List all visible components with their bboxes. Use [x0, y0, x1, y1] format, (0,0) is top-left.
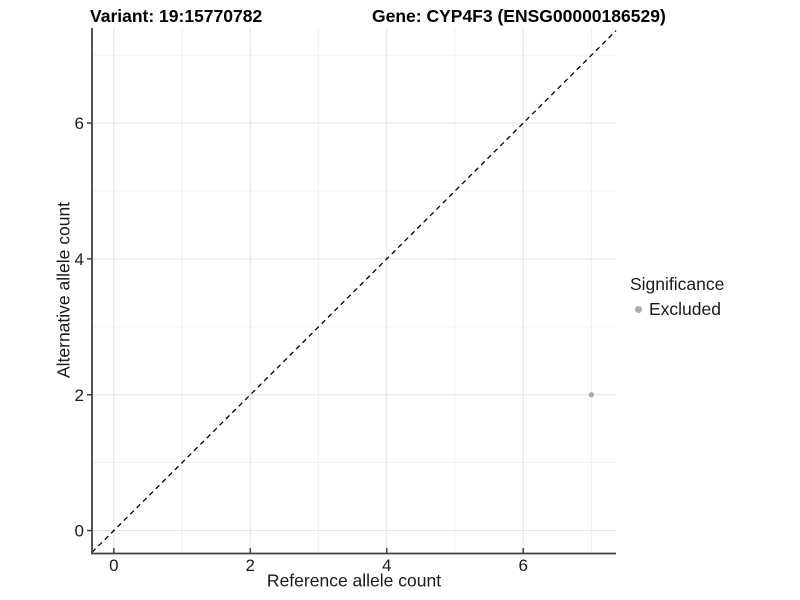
x-axis-title: Reference allele count: [266, 570, 442, 591]
gene-title: Gene: CYP4F3 (ENSG00000186529): [372, 6, 666, 26]
data-point: [588, 392, 595, 398]
legend-item-label: Excluded: [649, 299, 721, 319]
legend-title: Significance: [630, 274, 725, 294]
legend: Significance Excluded: [630, 274, 724, 320]
y-tick-label: 2: [75, 386, 84, 405]
x-tick-label: 0: [109, 556, 118, 575]
x-tick-label: 4: [382, 556, 391, 575]
y-tick-label: 0: [75, 522, 84, 541]
variant-title: Variant: 19:15770782: [90, 6, 263, 26]
y-tick-label: 6: [75, 114, 84, 133]
x-tick-label: 6: [518, 556, 527, 575]
y-tick-label: 4: [75, 250, 84, 269]
legend-item-excluded: Excluded: [630, 299, 724, 320]
identity-line: [91, 30, 617, 553]
y-axis-title: Alternative allele count: [53, 201, 74, 379]
excluded-dot-icon: [635, 306, 642, 313]
x-tick-label: 2: [246, 556, 255, 575]
